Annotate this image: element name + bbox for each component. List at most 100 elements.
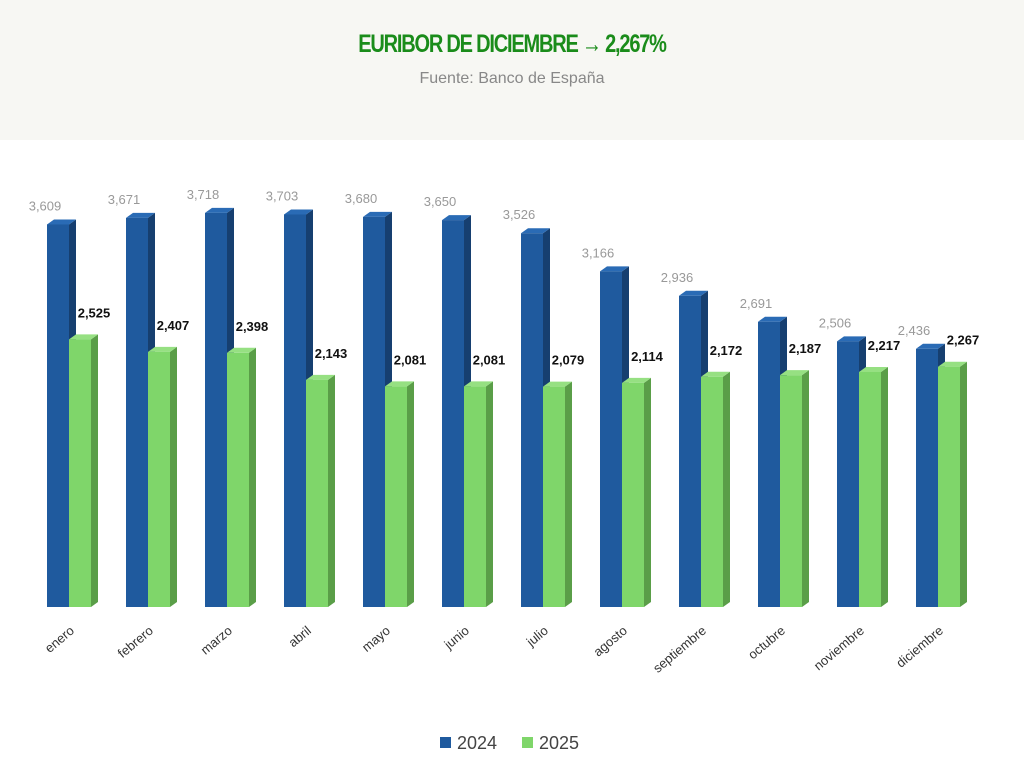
bar-top-2025	[543, 381, 572, 387]
bar-top-2024	[600, 266, 629, 272]
bar-2025-agosto	[622, 382, 644, 607]
bar-side-2025	[723, 371, 730, 607]
data-label-2024: 2,506	[819, 315, 852, 330]
data-label-2025: 2,187	[789, 341, 822, 356]
data-label-2024: 3,680	[345, 191, 378, 206]
data-label-2025: 2,172	[710, 343, 743, 358]
x-tick-label: mayo	[359, 623, 393, 655]
bar-2024-noviembre	[837, 341, 859, 607]
bar-top-2025	[622, 377, 651, 383]
bar-top-2024	[47, 219, 76, 225]
chart-title: EURIBOR DE DICIEMBRE → 2,267%	[358, 30, 667, 58]
bar-side-2025	[565, 381, 572, 607]
bar-2025-noviembre	[859, 371, 881, 607]
bar-2025-abril	[306, 379, 328, 607]
bar-side-2025	[802, 370, 809, 607]
bar-top-2024	[916, 343, 945, 349]
data-label-2025: 2,079	[552, 353, 585, 368]
bar-2024-mayo	[363, 216, 385, 608]
data-label-2024: 2,436	[898, 323, 931, 338]
bar-2024-diciembre	[916, 348, 938, 607]
bar-top-2025	[701, 371, 730, 377]
bar-2024-septiembre	[679, 295, 701, 607]
bar-top-2024	[284, 209, 313, 215]
bar-side-2025	[486, 381, 493, 607]
data-label-2024: 3,609	[29, 198, 62, 213]
bar-2024-octubre	[758, 321, 780, 607]
bar-2024-enero	[47, 224, 69, 608]
bar-side-2025	[644, 377, 651, 607]
bar-side-2025	[170, 346, 177, 607]
bar-top-2025	[385, 381, 414, 387]
x-tick-label: enero	[42, 623, 77, 656]
data-label-2024: 3,166	[582, 245, 615, 260]
bar-2025-octubre	[780, 375, 802, 607]
data-label-2025: 2,217	[868, 338, 901, 353]
bar-side-2025	[881, 366, 888, 607]
legend-swatch-2024	[440, 737, 451, 748]
x-tick-label: diciembre	[893, 623, 946, 671]
data-label-2025: 2,398	[236, 319, 269, 334]
data-label-2025: 2,407	[157, 318, 190, 333]
data-label-2024: 3,671	[108, 192, 141, 207]
data-label-2025: 2,081	[394, 352, 427, 367]
x-tick-label: abril	[285, 623, 314, 650]
data-label-2024: 3,650	[424, 194, 457, 209]
bar-top-2024	[521, 228, 550, 234]
bar-top-2025	[227, 347, 256, 353]
x-tick-label: octubre	[745, 623, 788, 662]
bar-2024-marzo	[205, 212, 227, 607]
chart-subtitle: Fuente: Banco de España	[419, 70, 605, 87]
bar-top-2024	[205, 207, 234, 213]
x-tick-label: marzo	[198, 623, 235, 658]
bar-2024-abril	[284, 214, 306, 607]
bar-top-2024	[442, 215, 471, 221]
bar-top-2024	[679, 290, 708, 296]
bar-top-2024	[758, 316, 787, 322]
bar-top-2025	[859, 366, 888, 372]
bar-top-2024	[363, 211, 392, 217]
bar-2025-junio	[464, 386, 486, 607]
bar-top-2025	[938, 361, 967, 367]
data-label-2025: 2,525	[78, 305, 111, 320]
x-tick-label: julio	[523, 623, 551, 650]
bar-side-2025	[960, 361, 967, 607]
bar-top-2024	[837, 336, 866, 342]
bar-top-2025	[464, 381, 493, 387]
data-label-2024: 3,718	[187, 187, 220, 202]
legend-label-2025: 2025	[539, 733, 579, 753]
x-tick-label: junio	[440, 623, 471, 653]
bar-top-2025	[69, 334, 98, 340]
x-tick-label: noviembre	[811, 623, 867, 674]
bar-2025-enero	[69, 339, 91, 607]
bar-2024-julio	[521, 233, 543, 607]
bar-top-2025	[306, 374, 335, 380]
legend-label-2024: 2024	[457, 733, 497, 753]
bar-2024-junio	[442, 220, 464, 607]
bar-2024-agosto	[600, 271, 622, 607]
x-tick-label: agosto	[590, 623, 630, 660]
data-label-2025: 2,267	[947, 333, 980, 348]
bar-top-2025	[780, 370, 809, 376]
data-label-2024: 2,936	[661, 270, 694, 285]
bar-side-2025	[328, 374, 335, 607]
bar-side-2025	[407, 381, 414, 607]
data-label-2024: 3,526	[503, 207, 536, 222]
header-band: EURIBOR DE DICIEMBRE → 2,267% Fuente: Ba…	[0, 0, 1024, 140]
bar-side-2025	[249, 347, 256, 607]
bar-2025-febrero	[148, 351, 170, 607]
data-label-2025: 2,114	[631, 349, 664, 364]
data-label-2024: 2,691	[740, 296, 773, 311]
data-label-2025: 2,081	[473, 352, 506, 367]
data-label-2025: 2,143	[315, 346, 348, 361]
legend-swatch-2025	[522, 737, 533, 748]
bar-2025-julio	[543, 386, 565, 607]
bar-top-2025	[148, 346, 177, 352]
bar-side-2025	[91, 334, 98, 607]
bar-2025-diciembre	[938, 366, 960, 607]
x-tick-label: febrero	[115, 623, 156, 661]
bar-2025-marzo	[227, 352, 249, 607]
bar-2024-febrero	[126, 217, 148, 607]
data-label-2024: 3,703	[266, 188, 299, 203]
